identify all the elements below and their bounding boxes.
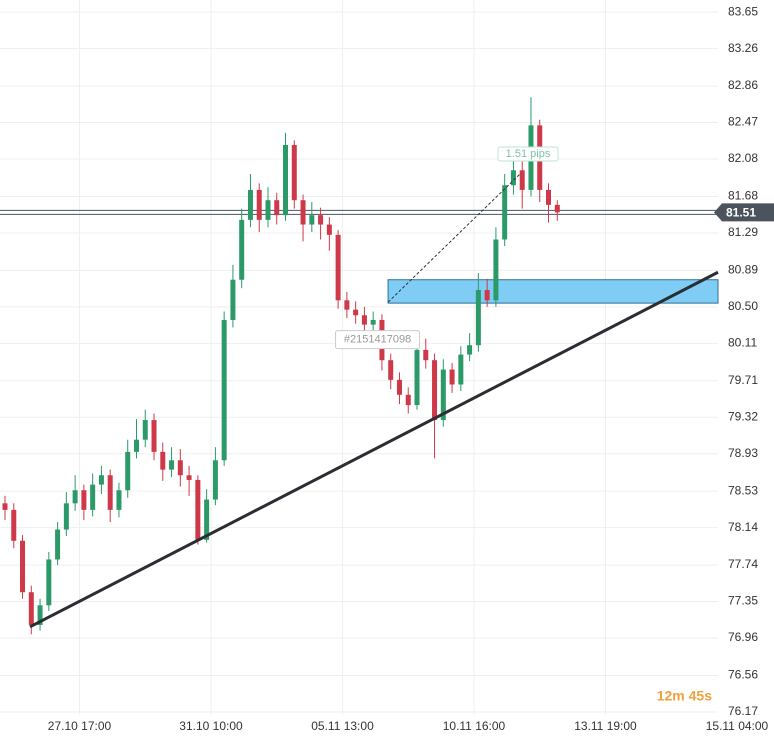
candle-body [204,499,210,540]
candle-body [81,490,87,510]
order-label: #2151417098 [344,334,411,346]
candle-body [432,360,438,421]
candle-body [388,360,394,380]
y-tick-label: 76.17 [728,704,758,718]
candle-body [467,345,473,355]
y-tick-label: 77.35 [728,594,758,608]
candle-body [283,145,289,216]
y-tick-label: 78.53 [728,483,758,497]
candle-body [55,529,61,560]
candle-body [361,315,367,325]
candle-body [484,290,490,301]
candle-body [300,200,306,225]
candle-body [133,439,139,452]
candle-body [353,309,359,316]
candle-body [186,475,192,480]
price-badge-label: 81.51 [726,206,756,220]
candle-body [221,319,227,461]
candle-body [370,319,376,325]
candle-body [326,224,332,235]
candle-body [20,540,26,593]
x-tick-label: 10.11 16:00 [443,719,506,733]
candle-body [90,484,96,510]
candle-body [37,605,43,625]
candle-body [247,189,253,220]
candle-body [107,475,113,510]
y-tick-label: 82.47 [728,115,758,129]
candle-body [265,200,271,220]
candle-body [142,420,148,440]
y-tick-label: 81.68 [728,189,758,203]
candle-body [493,239,499,301]
candle-body [274,200,280,216]
measure-line [387,173,521,303]
candle-body [230,279,236,320]
candle-body [440,369,446,421]
candle-body [546,189,552,205]
candle-body [177,460,183,476]
candle-body [256,189,262,220]
candle-body [2,503,8,510]
y-tick-label: 83.26 [728,41,758,55]
x-tick-label: 27.10 17:00 [48,719,112,733]
y-tick-label: 82.08 [728,151,758,165]
candle-body [396,379,402,395]
candle-body [125,451,131,491]
x-tick-label: 05.11 13:00 [311,719,374,733]
candle-body [510,170,516,186]
candle-body [28,592,34,625]
candle-body [195,479,201,540]
candle-body [519,170,525,190]
candle-body [239,219,245,280]
y-tick-label: 78.14 [728,520,758,534]
candle-body [423,349,429,361]
candle-body [344,300,350,310]
candle-body [309,215,315,225]
y-tick-label: 80.89 [728,263,758,277]
zone [387,279,719,304]
candle-body [475,290,481,346]
x-tick-label: 31.10 10:00 [179,719,243,733]
trendline [29,270,719,629]
y-tick-label: 79.32 [728,409,758,423]
candle-body [335,234,341,301]
y-tick-label: 80.50 [728,299,758,313]
candle-body [449,369,455,385]
candle-body [502,185,508,240]
y-tick-label: 78.93 [728,446,758,460]
y-tick-label: 83.65 [728,4,758,18]
price-badge [714,203,774,222]
measure-label-box [497,146,559,162]
order-label-box [335,330,421,350]
y-tick-label: 76.96 [728,630,758,644]
measure-label: 1.51 pips [506,148,551,160]
candle-body [318,215,324,225]
y-tick-label: 77.74 [728,557,758,571]
candle-body [169,460,175,470]
candle-body [116,490,122,510]
candle-body [98,475,104,485]
candle-body [72,490,78,504]
y-tick-label: 81.29 [728,225,758,239]
y-tick-label: 76.56 [728,668,758,682]
y-tick-label: 82.86 [728,78,758,92]
y-tick-label: 79.71 [728,373,758,387]
y-tick-label: 80.11 [728,336,757,350]
candle-body [46,559,52,606]
candle-body [11,509,17,541]
timer: 12m 45s [657,688,712,704]
candle-body [291,145,297,201]
candle-body [151,420,157,452]
candle-body [160,451,166,470]
candle-body [212,460,218,500]
x-tick-label: 13.11 19:00 [574,719,637,733]
candle-body [458,354,464,385]
x-tick-label: 15.11 04:00 [706,719,769,733]
candle-body [63,503,69,530]
candle-body [405,394,411,406]
candle-body [414,349,420,406]
candle-body [554,204,560,213]
